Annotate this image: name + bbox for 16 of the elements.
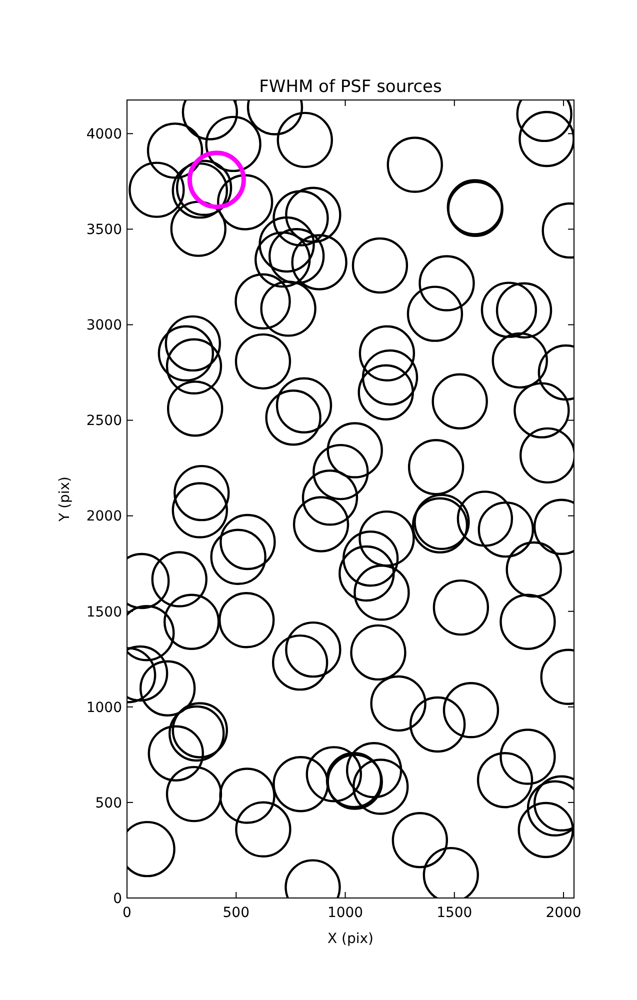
x-tick-label: 500 [222,905,250,921]
y-tick-label: 2000 [86,508,122,525]
y-tick-label: 3000 [86,318,122,334]
y-tick-label: 2500 [86,413,122,430]
x-tick-label: 1000 [327,905,364,921]
y-tick-label: 0 [113,890,122,907]
y-tick-label: 3500 [86,222,122,238]
x-axis-title: X (pix) [327,931,374,947]
x-tick-label: 1500 [436,905,472,921]
x-tick-label: 2000 [546,905,582,921]
y-axis-title: Y (pix) [57,476,73,522]
y-tick-label: 1500 [86,604,122,620]
y-tick-label: 500 [95,795,122,812]
y-tick-label: 4000 [86,126,122,143]
chart-title: FWHM of PSF sources [259,77,442,97]
y-tick-label: 1000 [86,700,122,716]
